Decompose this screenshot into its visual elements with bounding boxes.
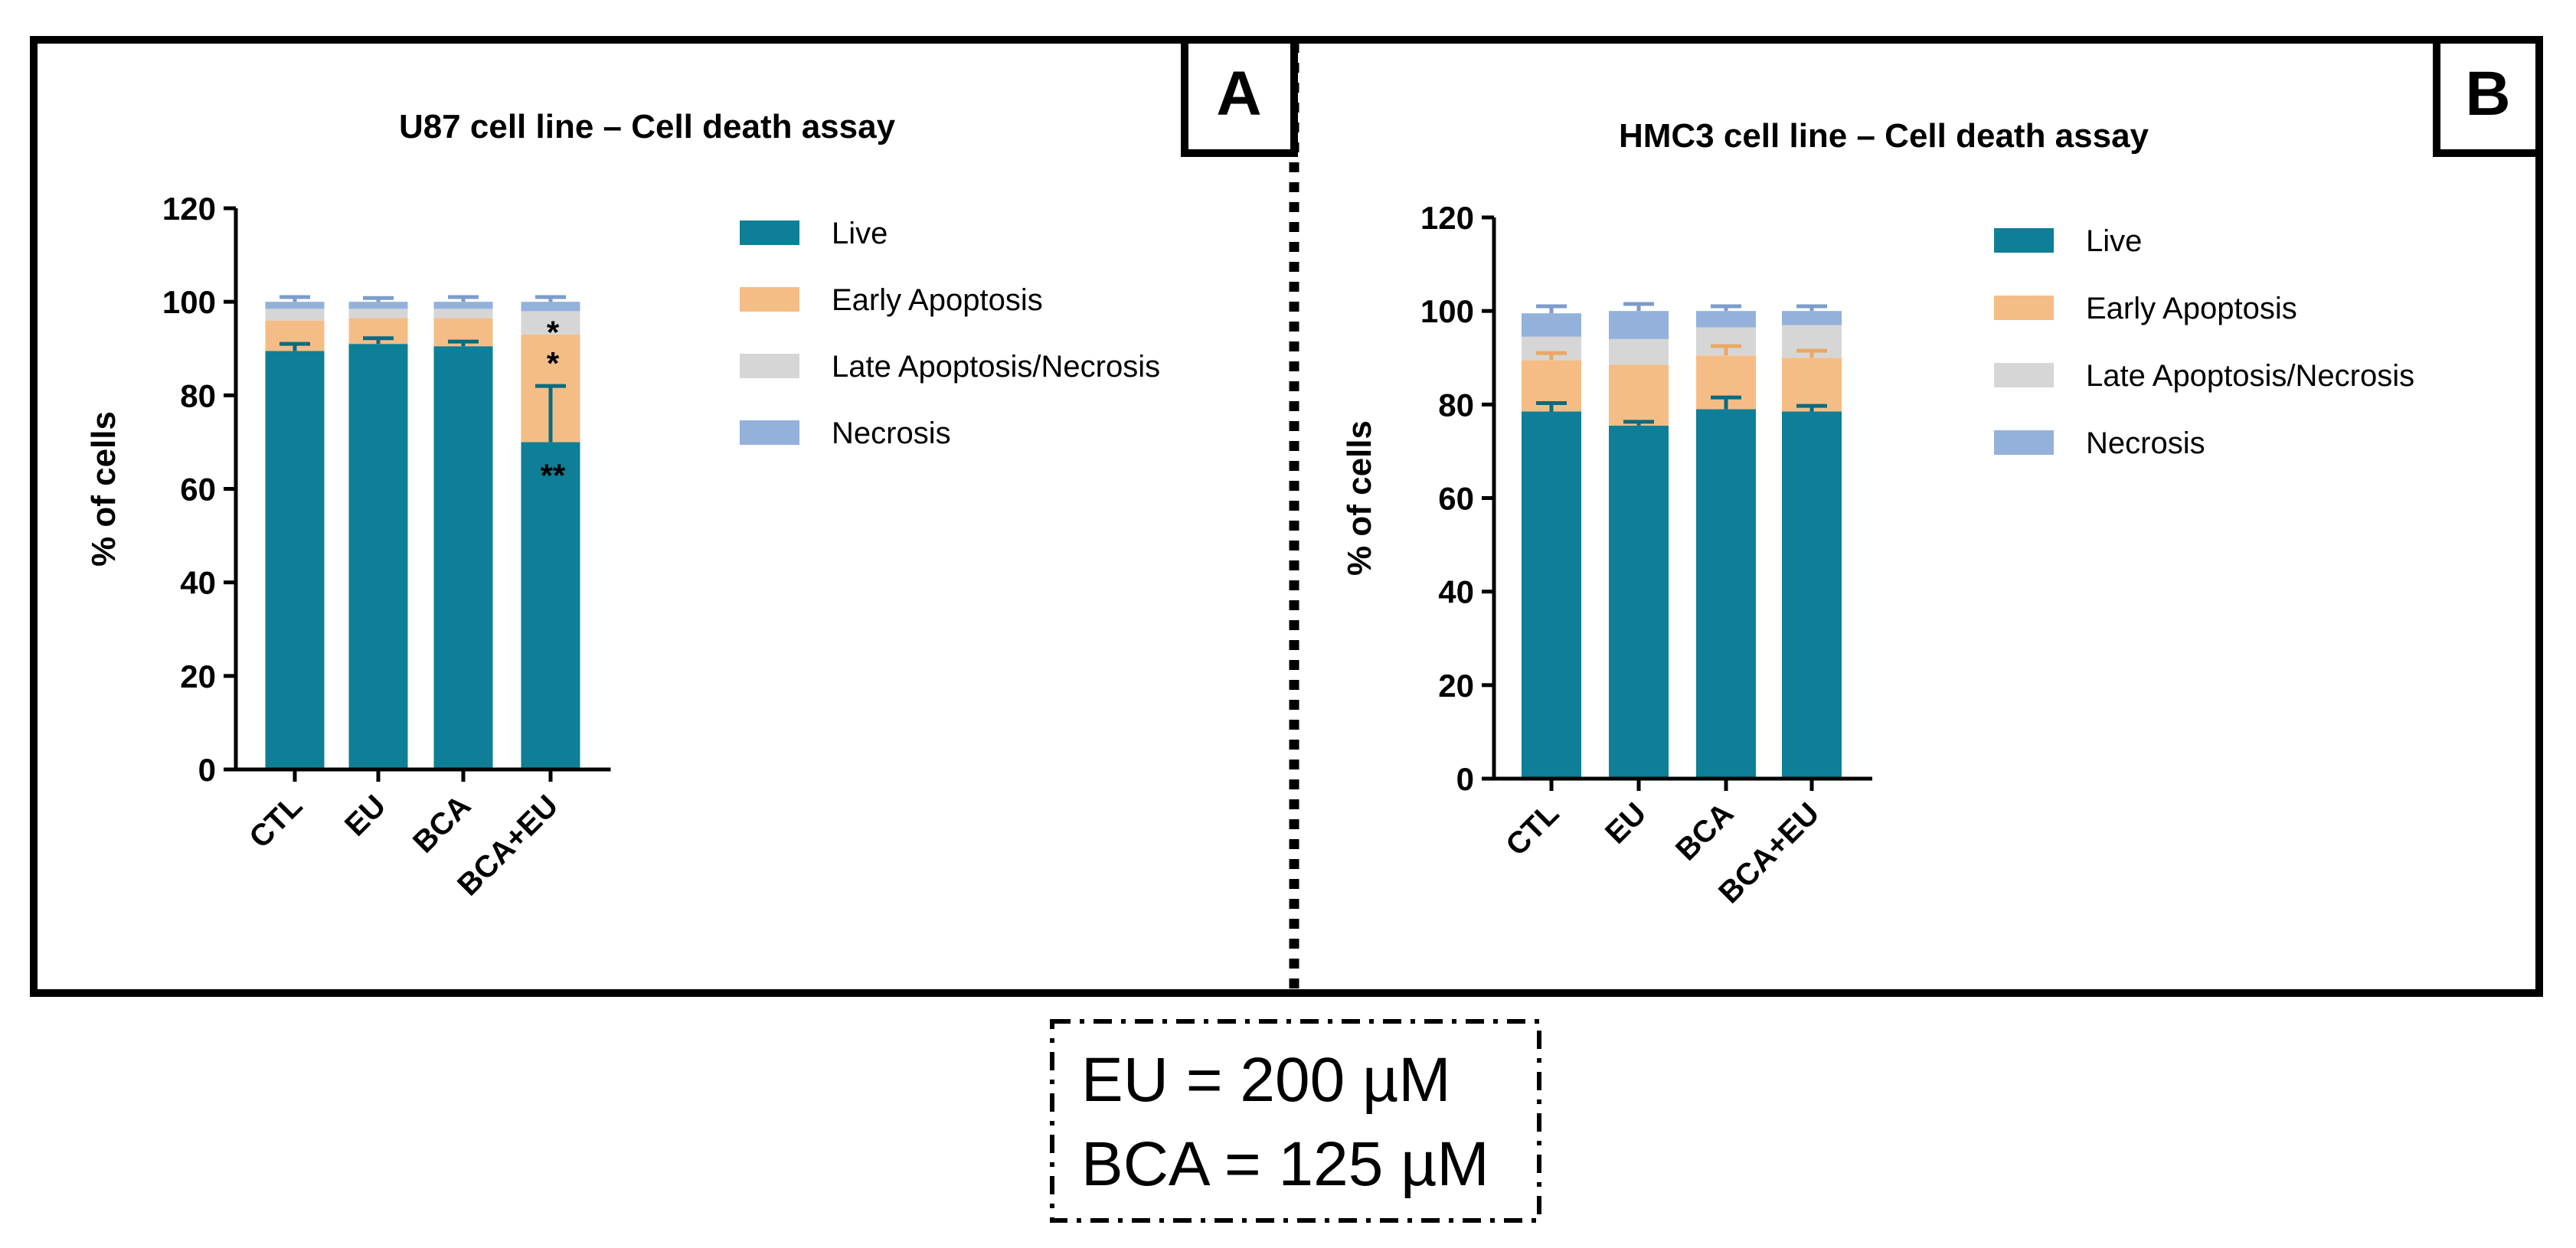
chart-panel-a: U87 cell line – Cell death assay % of cel… [85,108,1160,902]
panel-b-bar-necrosis-bca-eu [1782,311,1842,325]
panel-a-bar-late-apoptosis-necrosis-bca-eu [521,311,580,335]
panel-a-legend-swatch-necrosis [740,420,799,445]
panel-b-bar-necrosis-bca [1696,311,1756,328]
panel-label-a: A [1181,36,1298,157]
panel-b-bar-live-eu [1609,425,1669,779]
panel-a-legend-swatch-live [740,221,799,245]
panel-b-legend-swatch-late-apoptosis-necrosis [1994,363,2054,387]
panel-b-x-tick-label-ctl: CTL [1499,796,1565,862]
figure-frame [30,36,2543,997]
panel-a-bar-necrosis-eu [348,302,408,309]
panel-b-y-tick-label-80: 80 [1438,387,1474,423]
panel-b-legend-swatch-necrosis [1994,430,2054,455]
panel-a-significance-mark-late-apoptosis-necrosis: * [547,314,560,350]
panel-a-bar-necrosis-bca [433,302,493,309]
panel-b-y-tick-label-0: 0 [1456,761,1474,797]
panel-b-legend-label-necrosis: Necrosis [2086,426,2205,460]
conditions-note-eu: EU = 200 µM [1081,1045,1451,1115]
panel-b-legend-label-early-apoptosis: Early Apoptosis [2086,292,2297,325]
panel-b-legend-label-late-apoptosis-necrosis: Late Apoptosis/Necrosis [2086,359,2414,393]
panel-b-y-tick-label-100: 100 [1420,293,1474,329]
panel-a-legend-label-late-apoptosis-necrosis: Late Apoptosis/Necrosis [832,350,1160,384]
conditions-note-bca: BCA = 125 µM [1081,1129,1489,1199]
panel-a-bar-live-bca-eu [521,442,580,769]
panel-a-y-tick-label-0: 0 [198,752,216,788]
panel-b-chart-title: HMC3 cell line – Cell death assay [1619,117,2149,155]
panel-a-y-tick-label-40: 40 [180,565,216,601]
panel-a-y-tick-label-100: 100 [162,284,216,320]
panel-b-bar-necrosis-eu [1609,311,1669,339]
panel-b-y-tick-label-60: 60 [1438,481,1474,517]
panel-a-bar-necrosis-ctl [265,302,325,309]
panel-a-legend-swatch-early-apoptosis [740,287,799,312]
panel-a-bar-live-eu [348,344,408,769]
panel-b-x-tick-label-bca: BCA [1669,796,1740,867]
panel-a-bar-late-apoptosis-necrosis-bca [433,309,493,319]
panel-b-bar-early-apoptosis-bca-eu [1782,358,1842,412]
panel-a-bar-necrosis-bca-eu [521,302,580,312]
panel-a-significance-mark-early-apoptosis: * [547,345,560,381]
panel-b-y-tick-label-120: 120 [1420,200,1474,236]
panel-b-y-axis-label: % of cells [1341,420,1378,576]
panel-a-legend-swatch-late-apoptosis-necrosis [740,354,799,378]
panel-a-legend-label-early-apoptosis: Early Apoptosis [832,283,1043,317]
panel-a-x-tick-label-eu: EU [338,789,392,842]
panel-b-bar-live-ctl [1522,411,1581,779]
panel-b-y-tick-label-20: 20 [1438,668,1474,704]
panel-label-a-text: A [1216,59,1261,129]
panel-a-y-tick-label-80: 80 [180,377,216,413]
panel-a-bar-live-ctl [265,351,325,769]
panel-a-y-tick-label-120: 120 [162,191,216,227]
panel-b-legend-label-live: Live [2086,224,2142,258]
conditions-note: EU = 200 µM BCA = 125 µM [1050,1019,1541,1223]
panel-a-y-tick-label-20: 20 [180,658,216,694]
panel-b-x-tick-label-eu: EU [1599,796,1652,850]
panel-a-legend-label-necrosis: Necrosis [832,417,951,450]
panel-label-b: B [2433,36,2543,157]
panel-a-bar-live-bca [433,346,493,770]
panel-b-bar-live-bca-eu [1782,411,1842,779]
panel-b-legend-swatch-live [1994,228,2054,253]
panel-a-x-tick-label-ctl: CTL [243,789,309,854]
panel-b-bar-live-bca [1696,409,1756,779]
chart-panel-b: HMC3 cell line – Cell death assay % of ce… [1341,117,2414,910]
conditions-note-border [1050,1019,1541,1223]
panel-b-bar-early-apoptosis-eu [1609,364,1669,426]
panel-a-y-axis-label: % of cells [85,411,123,567]
panel-a-x-tick-label-bca: BCA [407,789,477,859]
panel-b-legend-swatch-early-apoptosis [1994,296,2054,320]
panel-a-y-tick-label-60: 60 [180,472,216,508]
panel-a-bar-late-apoptosis-necrosis-eu [348,309,408,319]
panel-a-legend-label-live: Live [832,217,888,250]
panel-a-chart-title: U87 cell line – Cell death assay [399,108,896,145]
panel-a-significance-mark-live: ** [541,457,566,493]
panel-b-bar-necrosis-ctl [1522,313,1581,337]
panel-label-b-text: B [2465,59,2510,129]
panel-b-y-tick-label-40: 40 [1438,574,1474,610]
panel-a-bar-late-apoptosis-necrosis-ctl [265,309,325,321]
panel-b-bar-late-apoptosis-necrosis-eu [1609,338,1669,365]
